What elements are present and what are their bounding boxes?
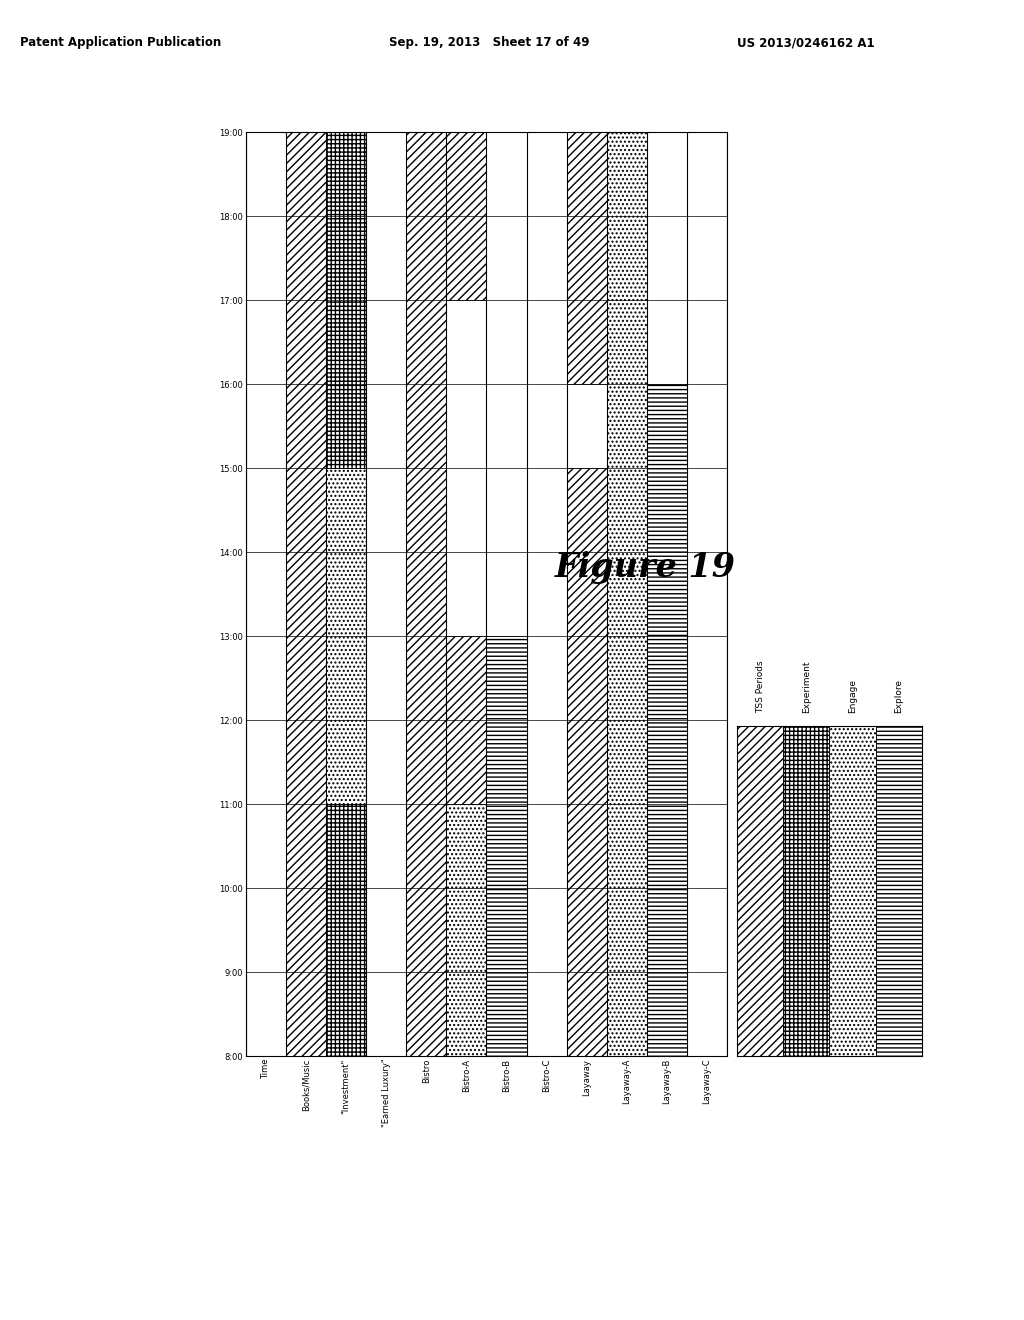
Bar — [326, 132, 367, 469]
Text: Figure 19: Figure 19 — [555, 552, 735, 583]
Bar — [326, 469, 367, 804]
Bar — [446, 132, 486, 300]
Bar — [647, 384, 687, 1056]
Bar — [446, 636, 486, 804]
Bar — [737, 726, 783, 1056]
Bar — [566, 132, 606, 384]
Text: Patent Application Publication: Patent Application Publication — [20, 36, 222, 49]
Bar — [407, 132, 446, 1056]
Bar — [446, 804, 486, 1056]
Bar — [876, 726, 922, 1056]
Text: TSS Periods: TSS Periods — [756, 660, 765, 713]
Text: Explore: Explore — [894, 678, 903, 713]
Text: Engage: Engage — [848, 678, 857, 713]
Text: US 2013/0246162 A1: US 2013/0246162 A1 — [737, 36, 874, 49]
Text: Experiment: Experiment — [802, 660, 811, 713]
Bar — [566, 469, 606, 1056]
Text: Sep. 19, 2013   Sheet 17 of 49: Sep. 19, 2013 Sheet 17 of 49 — [389, 36, 590, 49]
Bar — [606, 132, 647, 1056]
Bar — [783, 726, 829, 1056]
Bar — [687, 132, 727, 1056]
Bar — [486, 636, 526, 1056]
Bar — [326, 804, 367, 1056]
Bar — [286, 132, 326, 1056]
Bar — [829, 726, 876, 1056]
